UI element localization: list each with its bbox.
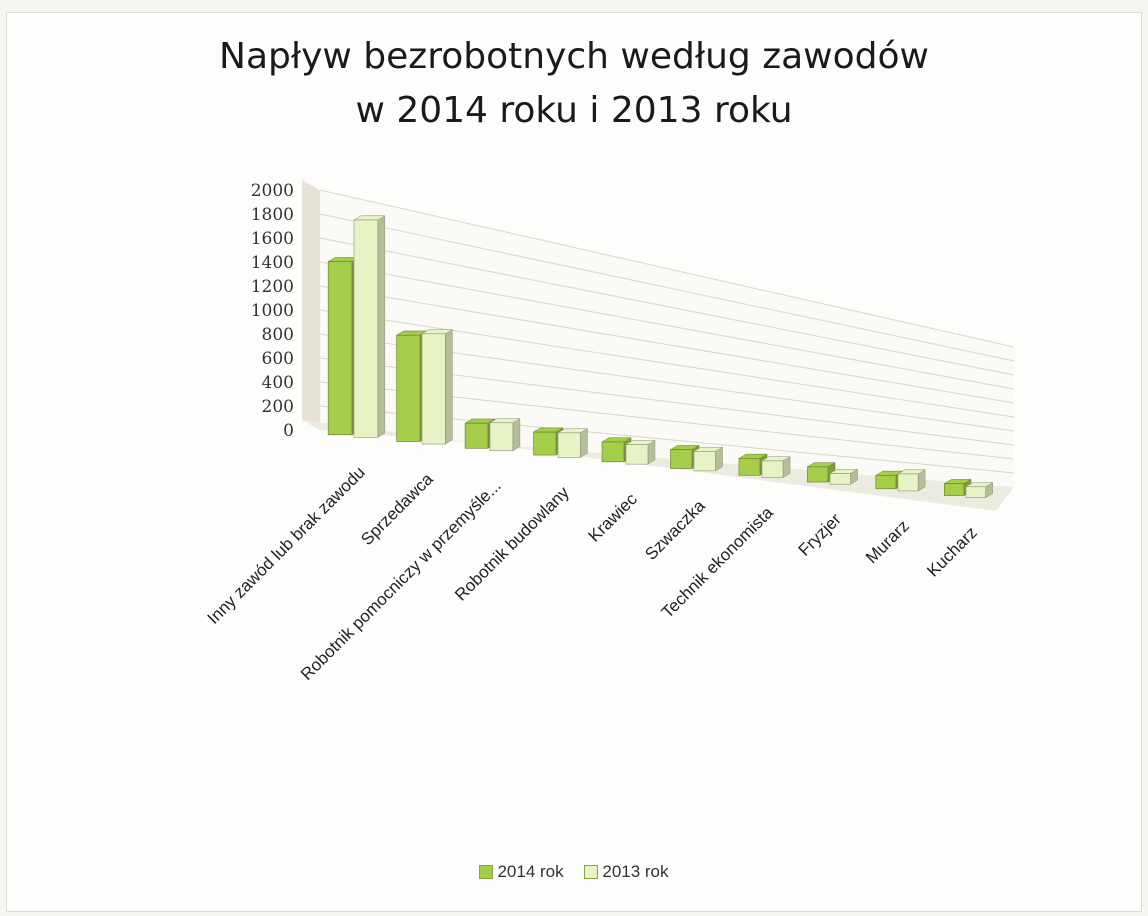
bar xyxy=(353,215,386,438)
bar xyxy=(421,329,454,445)
gridline xyxy=(319,261,1015,390)
legend-label-2013: 2013 rok xyxy=(602,862,669,881)
chart-gridlines xyxy=(319,189,1015,474)
legend-swatch-2014 xyxy=(479,865,494,879)
y-tick-label: 1600 xyxy=(251,229,294,249)
y-tick-label: 800 xyxy=(262,325,294,345)
back-wall xyxy=(320,190,1014,487)
y-tick-label: 600 xyxy=(262,349,294,369)
x-category-label: Kucharz xyxy=(923,523,981,581)
bar xyxy=(829,468,859,485)
bar xyxy=(625,440,656,465)
chart-legend: 2014 rok 2013 rok xyxy=(0,862,1148,882)
chart-walls xyxy=(302,180,1014,511)
y-tick-label: 0 xyxy=(283,421,294,441)
x-category-label: Szwaczka xyxy=(641,496,709,564)
chart-title-line-1: Napływ bezrobotnych według zawodów xyxy=(219,36,929,77)
bar xyxy=(693,446,724,472)
chart-title-line-2: w 2014 roku i 2013 roku xyxy=(355,90,793,131)
gridline xyxy=(319,237,1015,376)
floor xyxy=(302,420,1014,511)
x-category-label: Krawiec xyxy=(585,489,642,546)
gridline xyxy=(319,213,1015,362)
y-tick-label: 400 xyxy=(262,373,294,393)
y-tick-label: 2000 xyxy=(251,181,294,201)
gridline xyxy=(319,285,1015,404)
y-tick-label: 1800 xyxy=(251,205,294,225)
y-tick-label: 1000 xyxy=(251,301,294,321)
bar xyxy=(761,456,791,478)
y-tick-label: 1400 xyxy=(251,253,294,273)
bar xyxy=(965,482,994,499)
gridline xyxy=(319,189,1015,348)
bar xyxy=(897,469,927,492)
legend-label-2014: 2014 rok xyxy=(497,862,564,881)
y-axis-ticks: 0 200 400 600 800 1000 1200 1400 1600 1800 2000 xyxy=(251,181,294,441)
legend-item-2013: 2013 rok xyxy=(584,862,669,882)
legend-swatch-2013 xyxy=(584,865,599,879)
x-category-label: Sprzedawca xyxy=(357,469,437,549)
legend-item-2014: 2014 rok xyxy=(479,862,564,882)
x-category-label: Murarz xyxy=(862,516,913,567)
x-category-label: Fryzjer xyxy=(795,509,845,559)
y-tick-label: 1200 xyxy=(251,277,294,297)
y-tick-label: 200 xyxy=(262,397,294,417)
gridline xyxy=(319,309,1015,418)
bar xyxy=(557,428,589,458)
chart-bars xyxy=(327,215,994,499)
bar xyxy=(489,418,521,452)
x-axis-categories: Inny zawód lub brak zawoduSprzedawcaRobo… xyxy=(204,463,981,684)
side-wall xyxy=(302,180,320,430)
chart-title: Napływ bezrobotnych według zawodów w 201… xyxy=(0,30,1148,138)
x-category-label: Inny zawód lub brak zawodu xyxy=(204,463,369,628)
